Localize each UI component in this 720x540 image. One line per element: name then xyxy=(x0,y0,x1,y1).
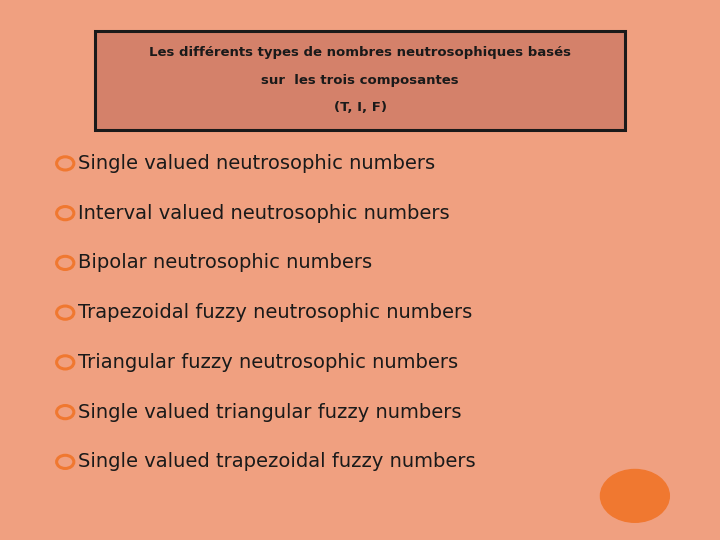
Text: (T, I, F): (T, I, F) xyxy=(333,101,387,114)
Text: Single valued triangular fuzzy numbers: Single valued triangular fuzzy numbers xyxy=(78,403,462,422)
Text: sur  les trois composantes: sur les trois composantes xyxy=(261,73,459,86)
Text: Single valued trapezoidal fuzzy numbers: Single valued trapezoidal fuzzy numbers xyxy=(78,453,476,471)
Circle shape xyxy=(600,469,670,522)
Text: Triangular fuzzy neutrosophic numbers: Triangular fuzzy neutrosophic numbers xyxy=(78,353,459,372)
Text: Interval valued neutrosophic numbers: Interval valued neutrosophic numbers xyxy=(78,204,450,222)
Text: Les différents types de nombres neutrosophiques basés: Les différents types de nombres neutroso… xyxy=(149,46,571,59)
Text: Bipolar neutrosophic numbers: Bipolar neutrosophic numbers xyxy=(78,253,373,272)
Text: Trapezoidal fuzzy neutrosophic numbers: Trapezoidal fuzzy neutrosophic numbers xyxy=(78,303,473,322)
FancyBboxPatch shape xyxy=(95,31,625,131)
Text: Single valued neutrosophic numbers: Single valued neutrosophic numbers xyxy=(78,154,436,173)
